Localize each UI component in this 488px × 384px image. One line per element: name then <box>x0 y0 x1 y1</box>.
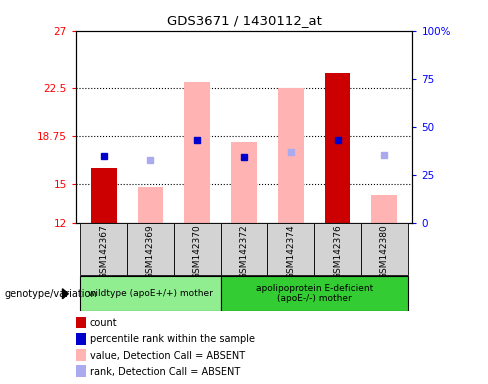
Text: GSM142380: GSM142380 <box>380 224 389 279</box>
Text: count: count <box>90 318 118 328</box>
Text: GSM142367: GSM142367 <box>99 224 108 279</box>
Text: genotype/variation: genotype/variation <box>5 289 98 299</box>
Text: GSM142376: GSM142376 <box>333 224 342 279</box>
Bar <box>127 223 174 275</box>
Text: GSM142370: GSM142370 <box>193 224 202 279</box>
Bar <box>267 223 314 275</box>
Bar <box>76 333 86 344</box>
Bar <box>314 223 361 275</box>
Polygon shape <box>62 289 68 299</box>
Bar <box>81 276 221 311</box>
Text: GSM142374: GSM142374 <box>286 224 295 279</box>
Text: wildtype (apoE+/+) mother: wildtype (apoE+/+) mother <box>88 289 213 298</box>
Text: apolipoprotein E-deficient
(apoE-/-) mother: apolipoprotein E-deficient (apoE-/-) mot… <box>256 284 373 303</box>
Text: percentile rank within the sample: percentile rank within the sample <box>90 334 255 344</box>
Text: GSM142369: GSM142369 <box>146 224 155 279</box>
Text: GSM142372: GSM142372 <box>240 224 248 279</box>
Bar <box>325 73 350 223</box>
Bar <box>76 349 86 361</box>
Text: value, Detection Call = ABSENT: value, Detection Call = ABSENT <box>90 351 245 361</box>
Bar <box>371 195 397 223</box>
Bar <box>184 82 210 223</box>
Bar <box>278 88 304 223</box>
Bar <box>91 168 117 223</box>
Bar <box>221 276 407 311</box>
Title: GDS3671 / 1430112_at: GDS3671 / 1430112_at <box>166 14 322 27</box>
Bar <box>76 316 86 328</box>
Bar <box>231 142 257 223</box>
Bar <box>81 223 127 275</box>
Bar <box>138 187 163 223</box>
Bar <box>361 223 407 275</box>
Text: rank, Detection Call = ABSENT: rank, Detection Call = ABSENT <box>90 367 240 377</box>
Bar <box>174 223 221 275</box>
Bar <box>221 223 267 275</box>
Bar <box>76 366 86 377</box>
